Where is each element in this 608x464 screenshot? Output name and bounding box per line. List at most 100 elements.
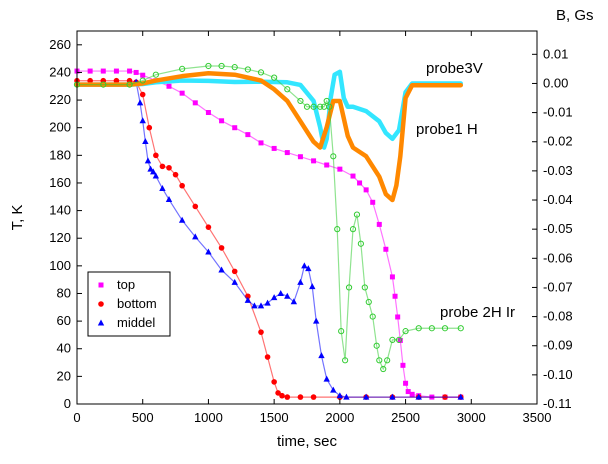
y-tick-label: 220: [49, 92, 71, 107]
point-probe-2h-ir: [326, 103, 333, 110]
point-middel: [144, 157, 152, 164]
point-top: [205, 110, 211, 116]
point-middel: [264, 299, 271, 306]
point-bottom: [279, 392, 285, 399]
y-tick-label: 80: [57, 285, 71, 300]
point-top: [297, 154, 303, 160]
y2-tick-label: 0.01: [543, 46, 568, 61]
point-probe-2h-ir: [357, 240, 364, 247]
point-top: [370, 199, 376, 205]
point-bottom: [218, 245, 225, 251]
point-top: [258, 140, 264, 146]
y2-tick-label: -0.08: [543, 309, 573, 324]
point-middel: [270, 294, 278, 301]
annotation-probe-2h-ir: probe 2H Ir: [440, 304, 515, 321]
point-probe-2h-ir: [126, 81, 133, 88]
y2-tick-label: -0.05: [543, 221, 573, 236]
data-marks: [73, 62, 464, 400]
point-middel: [457, 393, 464, 400]
point-middel: [147, 165, 154, 172]
point-bottom: [297, 394, 304, 400]
y-tick-label: 0: [64, 396, 71, 411]
point-probe-2h-ir: [139, 77, 146, 84]
point-top: [357, 180, 363, 186]
point-bottom: [192, 203, 199, 210]
point-top: [363, 187, 369, 193]
point-middel: [318, 352, 325, 359]
point-middel: [150, 168, 157, 175]
point-middel: [343, 393, 350, 400]
y2-tick-label: -0.04: [543, 192, 573, 207]
point-probe-2h-ir: [334, 226, 341, 233]
point-probe-2h-ir: [384, 357, 391, 364]
point-middel: [159, 184, 166, 191]
point-middel: [192, 233, 199, 240]
point-top: [245, 132, 251, 138]
point-top: [127, 68, 133, 74]
point-bottom: [87, 77, 93, 84]
x-tick-label: 500: [132, 410, 154, 425]
point-probe-2h-ir: [271, 74, 278, 81]
point-top: [133, 69, 139, 75]
x-tick-label: 3500: [523, 410, 552, 425]
point-middel: [330, 386, 337, 393]
series-middel: [132, 78, 464, 400]
series-probe-2h-ir: [73, 62, 464, 373]
y2-tick-label: -0.10: [543, 367, 573, 382]
point-probe-2h-ir: [342, 357, 349, 364]
point-probe-2h-ir: [402, 328, 409, 335]
point-top: [113, 68, 119, 74]
legend: top bottom middel: [87, 271, 171, 337]
point-probe-2h-ir: [152, 71, 159, 78]
x-tick-label: 2000: [325, 410, 354, 425]
point-middel: [251, 302, 258, 309]
point-bottom: [275, 390, 281, 396]
y2-tick-label: -0.01: [543, 105, 573, 120]
x-tick-label: 2500: [391, 410, 420, 425]
y2-tick-label: -0.06: [543, 250, 573, 265]
point-top: [397, 337, 403, 343]
point-middel: [277, 289, 284, 296]
point-middel: [313, 317, 320, 324]
point-probe-2h-ir: [100, 81, 107, 88]
x-tick-label: 3000: [457, 410, 486, 425]
point-middel: [142, 138, 149, 145]
point-probe-2h-ir: [338, 328, 345, 335]
point-probe-2h-ir: [373, 342, 380, 349]
point-top: [179, 90, 185, 96]
point-probe-2h-ir: [330, 153, 337, 160]
point-middel: [309, 283, 316, 290]
point-probe-2h-ir: [441, 325, 449, 332]
point-top: [376, 221, 382, 227]
point-middel: [205, 248, 212, 255]
point-bottom: [139, 91, 146, 98]
y2-tick-label: -0.07: [543, 279, 573, 294]
point-bottom: [284, 394, 291, 400]
point-bottom: [231, 268, 238, 275]
point-top: [395, 314, 401, 320]
y-axis-title: T, K: [9, 205, 26, 231]
point-bottom: [146, 124, 153, 131]
point-top: [219, 118, 225, 124]
point-middel: [152, 172, 160, 179]
point-top: [403, 380, 409, 386]
point-top: [284, 150, 290, 156]
point-probe-2h-ir: [323, 97, 330, 105]
y2-tick-label: 0.00: [543, 75, 568, 90]
point-probe-2h-ir: [353, 211, 361, 218]
point-probe-2h-ir: [231, 64, 238, 71]
y-tick-label: 120: [49, 230, 71, 245]
y-tick-label: 180: [49, 147, 71, 162]
point-probe-2h-ir: [244, 66, 251, 73]
point-probe-2h-ir: [389, 336, 396, 343]
point-bottom: [179, 182, 185, 189]
legend-marker-bottom: [98, 301, 104, 307]
legend-label-middel: middel: [117, 315, 155, 330]
legend-marker-middel: [97, 319, 105, 326]
y-tick-label: 60: [57, 313, 71, 328]
point-top: [324, 162, 330, 168]
point-bottom: [310, 394, 317, 400]
point-probe-2h-ir: [284, 86, 291, 93]
x-tick-label: 1000: [194, 410, 223, 425]
y-tick-label: 100: [49, 258, 71, 273]
